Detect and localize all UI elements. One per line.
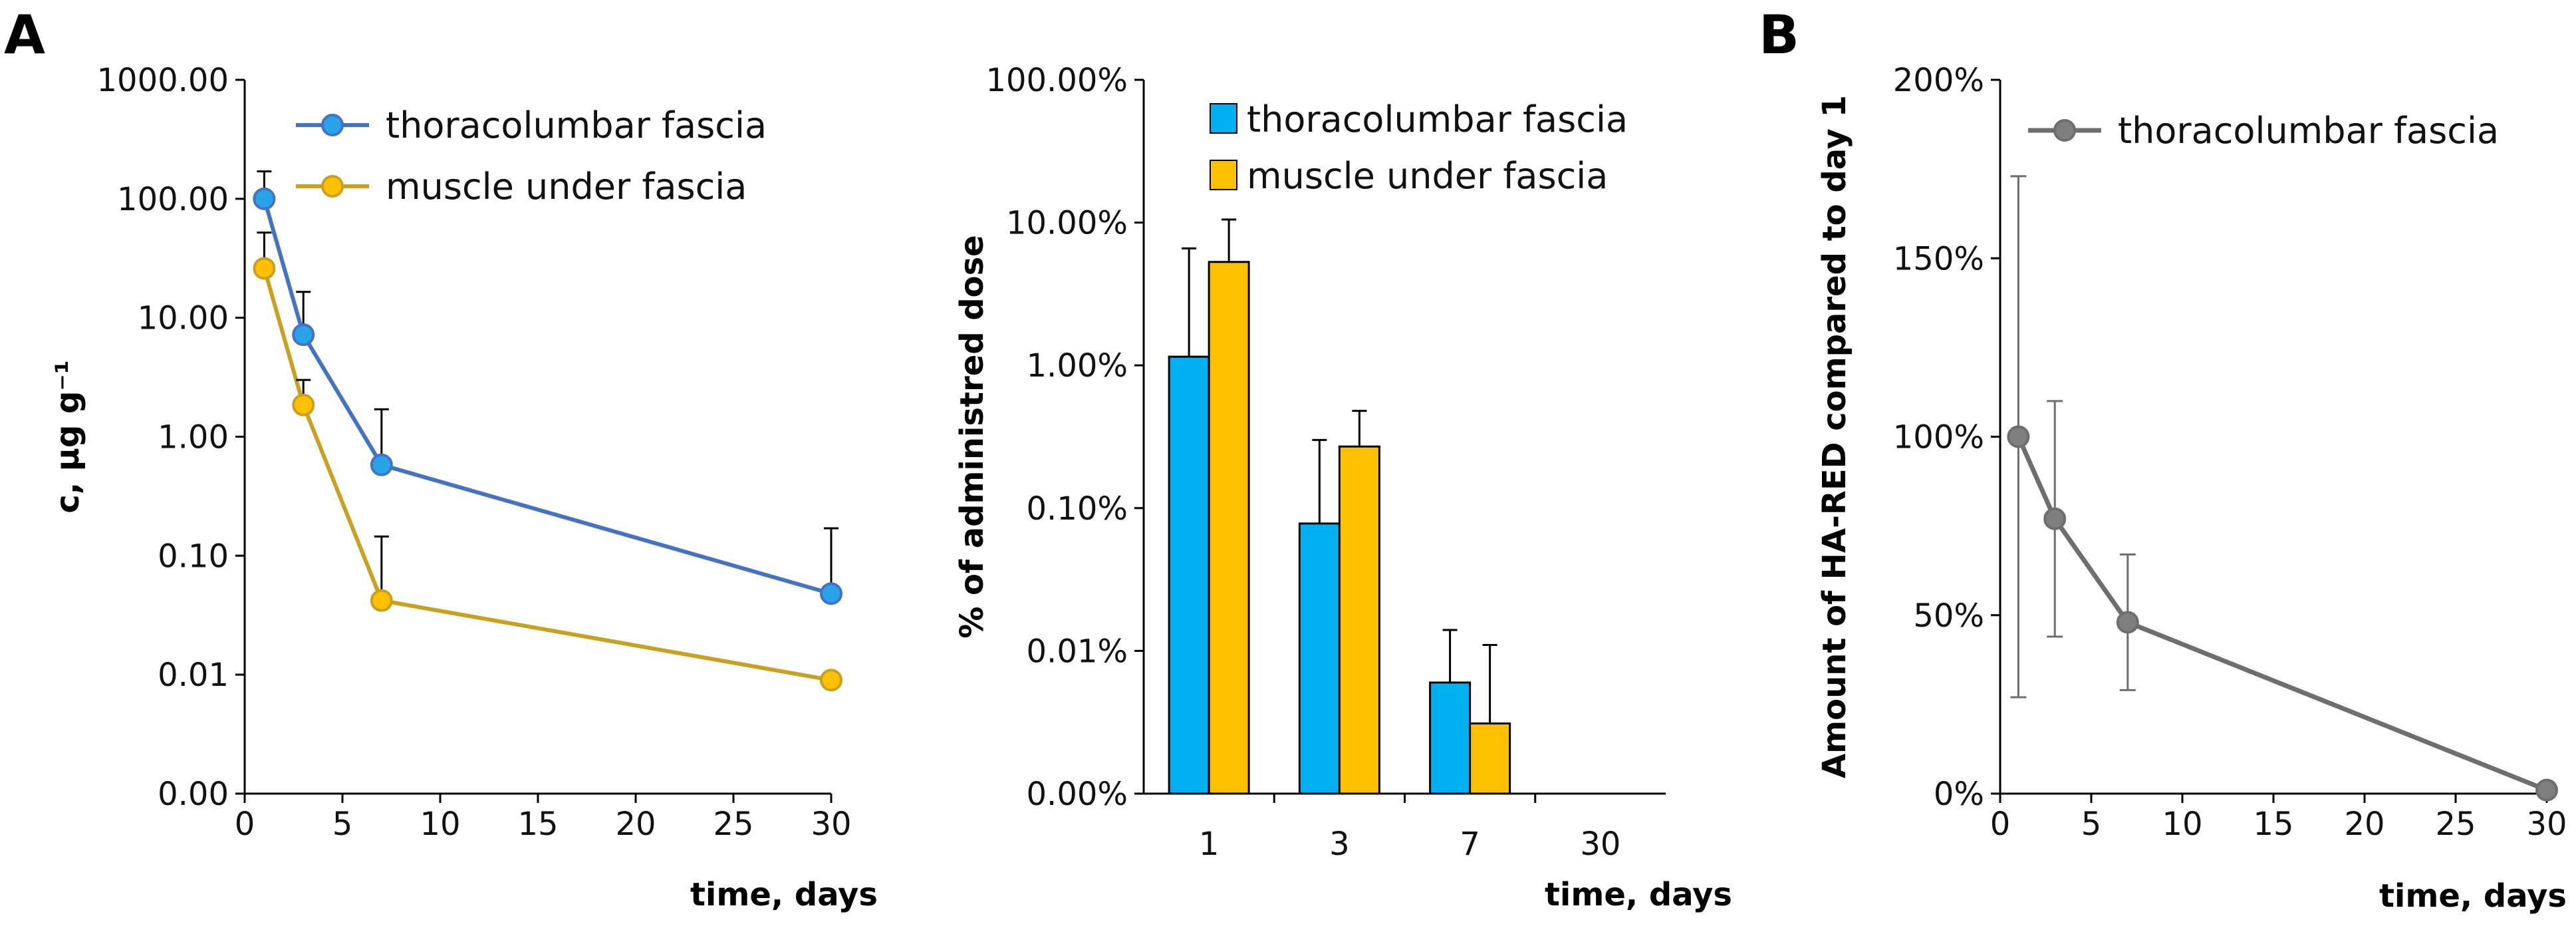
y-tick-label: 1000.00 [97, 62, 229, 99]
data-point-fascia [370, 453, 393, 476]
series-line-fascia [262, 198, 832, 596]
data-point-fascia [2535, 778, 2558, 802]
y-tick-label: 50% [1913, 597, 1984, 635]
bar-muscle [1208, 261, 1250, 795]
y-tick-label: 1.00% [1027, 347, 1128, 385]
data-point-fascia [2007, 425, 2030, 448]
x-tick-label: 0 [1990, 806, 2011, 843]
legend-swatch-muscle [1210, 160, 1237, 190]
legend-swatch-fascia [1210, 103, 1237, 134]
data-point-fascia [253, 187, 276, 210]
data-point-fascia [2043, 507, 2067, 530]
legend-marker-muscle [321, 175, 344, 198]
chart-concentration: 0.00 0.01 0.10 1.00 10.00 100.00 1000.00 0 5 10 15… [49, 62, 878, 913]
y-tick-label: 0.01% [1027, 633, 1128, 670]
y-axis-title: % of administred dose [954, 235, 991, 639]
bar-fascia [1429, 681, 1472, 795]
legend-marker-fascia [2053, 119, 2076, 142]
x-tick-label: 15 [2253, 806, 2293, 843]
x-tick-label: 20 [2344, 806, 2384, 843]
data-point-muscle [292, 393, 315, 416]
y-tick-label: 100.00% [985, 62, 1128, 99]
x-tick-label: 25 [713, 806, 753, 843]
y-tick-label: 10.00 [138, 300, 229, 337]
data-point-fascia [2116, 611, 2139, 634]
x-axis-title: time, days [1545, 876, 1732, 913]
data-point-fascia [292, 323, 315, 347]
x-tick-label: 5 [332, 806, 353, 843]
x-category-label: 7 [1460, 826, 1480, 863]
x-category-label: 1 [1199, 826, 1220, 863]
chart-dose-percent: 0.00% 0.01% 0.10% 1.00% 10.00% 100.00% 1 3 7 30 ti… [954, 62, 1732, 913]
y-tick-label: 0% [1934, 776, 1984, 813]
legend-label-muscle: muscle under fascia [1247, 155, 1608, 197]
x-tick-label: 30 [811, 806, 851, 843]
series-line-muscle [262, 267, 832, 683]
bar-muscle [1338, 445, 1380, 795]
x-category-label: 3 [1329, 826, 1350, 863]
legend-label-muscle: muscle under fascia [386, 166, 747, 208]
data-point-fascia [820, 582, 842, 605]
panel-label-a: A [4, 4, 45, 66]
legend-label-fascia: thoracolumbar fascia [1247, 98, 1628, 140]
bar-fascia [1298, 522, 1341, 795]
y-axis-title: c, µg g⁻¹ [49, 360, 86, 514]
y-tick-label: 0.00 [158, 776, 229, 813]
bar-fascia [1168, 355, 1210, 795]
y-tick-label: 0.00% [1027, 776, 1128, 813]
x-category-label: 30 [1580, 826, 1620, 863]
x-tick-label: 30 [2526, 806, 2567, 843]
x-tick-label: 0 [235, 806, 255, 843]
y-tick-label: 150% [1893, 240, 1984, 277]
x-tick-label: 10 [420, 806, 460, 843]
x-axis-title: time, days [690, 876, 878, 913]
x-axis-title: time, days [2379, 877, 2567, 915]
x-tick-label: 15 [517, 806, 558, 843]
data-point-muscle [820, 669, 842, 692]
y-tick-label: 100% [1893, 419, 1984, 456]
y-tick-label: 200% [1893, 62, 1984, 99]
legend-marker-fascia [321, 114, 344, 136]
bar-muscle [1469, 722, 1511, 795]
data-point-muscle [253, 257, 276, 280]
legend-label-fascia: thoracolumbar fascia [2118, 110, 2499, 152]
chart-ha-red-amount: 0% 50% 100% 150% 200% 0 5 10 15 20 25 30 time, days A… [1816, 62, 2567, 915]
y-tick-label: 0.10% [1027, 490, 1128, 528]
x-tick-label: 5 [2081, 806, 2102, 843]
y-tick-label: 100.00 [117, 181, 229, 218]
legend-label-fascia: thoracolumbar fascia [386, 104, 767, 146]
x-tick-label: 25 [2435, 806, 2476, 843]
y-tick-label: 10.00% [1006, 205, 1128, 242]
y-tick-label: 1.00 [158, 419, 229, 456]
x-tick-label: 20 [615, 806, 656, 843]
y-axis-title: Amount of HA-RED compared to day 1 [1816, 95, 1853, 778]
panel-label-b: B [1759, 4, 1799, 66]
y-tick-label: 0.01 [158, 657, 229, 694]
y-tick-label: 0.10 [158, 538, 229, 575]
series-line-fascia [2016, 436, 2548, 792]
data-point-muscle [370, 589, 393, 612]
x-tick-label: 10 [2162, 806, 2202, 843]
